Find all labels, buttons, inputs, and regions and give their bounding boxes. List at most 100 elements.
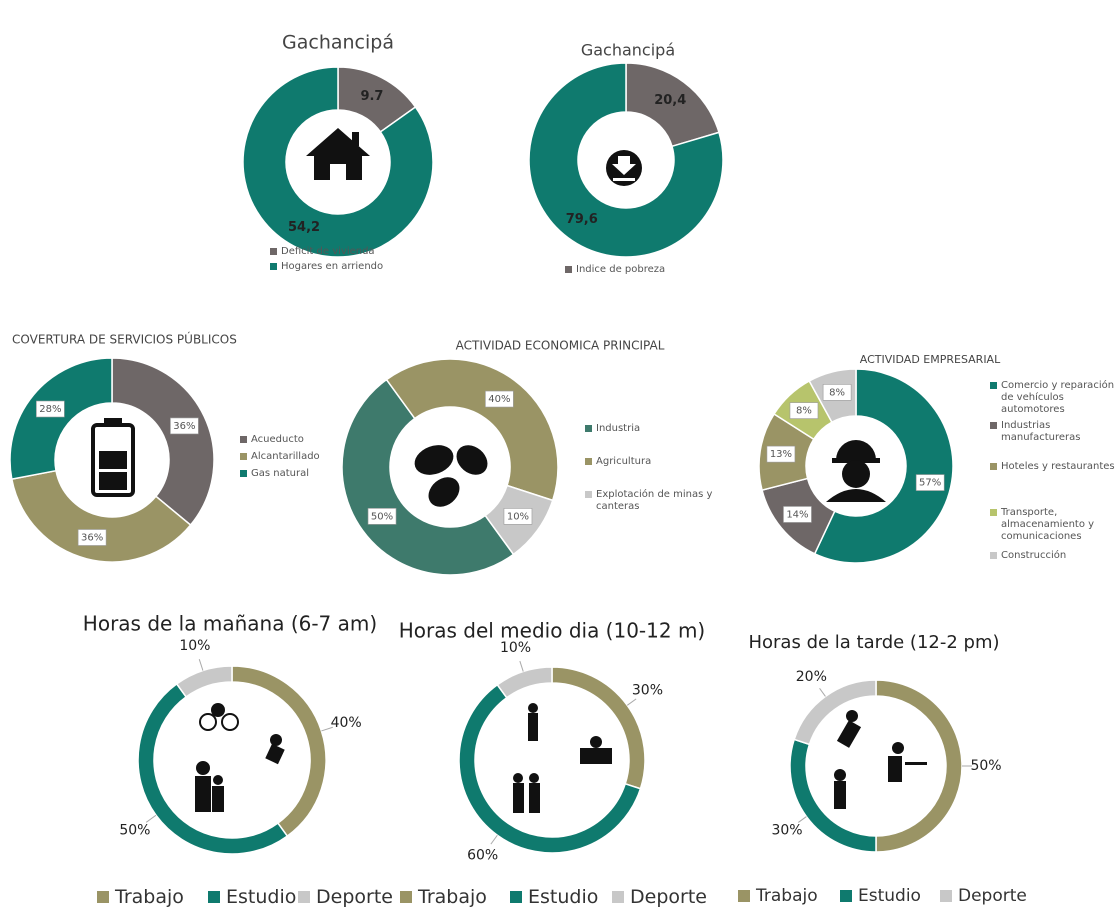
legend-item: Industria: [585, 423, 735, 435]
legend-swatch: [400, 891, 412, 903]
legend-swatch: [240, 436, 247, 443]
legend-swatch: [585, 425, 592, 432]
legend-label: Agricultura: [596, 456, 652, 467]
legend-swatch: [990, 422, 997, 429]
label-box: [367, 508, 397, 525]
legend-swatch: [990, 509, 997, 516]
label-box: [766, 445, 796, 463]
slice: [385, 358, 559, 502]
legend-item: Deporte: [298, 886, 393, 908]
legend-item: Alcantarillado: [240, 451, 350, 463]
value-label: 54,2: [288, 220, 320, 235]
value-label: 36%: [173, 421, 195, 432]
legend-label: Trabajo: [115, 886, 184, 908]
icon-house: [306, 128, 370, 180]
label-box: [783, 506, 812, 523]
label-box: [170, 417, 199, 435]
legend-swatch: [940, 890, 952, 902]
leader-line: [198, 659, 204, 671]
legend-swatch: [585, 491, 592, 498]
legend-swatch: [840, 890, 852, 902]
value-label: 9.7: [360, 89, 383, 104]
legend-label: Indice de pobreza: [576, 264, 666, 275]
legend-label: Deporte: [958, 886, 1027, 906]
value-label: 57%: [919, 478, 941, 489]
value-label: 20,4: [654, 93, 686, 108]
chart-title: COVERTURA DE SERVICIOS PÚBLICOS: [12, 332, 237, 347]
leader-line: [490, 834, 498, 845]
slice: [789, 738, 877, 853]
legend-label: Acueducto: [251, 434, 304, 445]
value-label: 79,6: [566, 212, 598, 227]
value-label: 30%: [632, 683, 663, 699]
legend-swatch: [565, 266, 572, 273]
legend-swatch: [240, 453, 247, 460]
leader-line: [819, 688, 826, 697]
legend-label: Construcción: [1001, 550, 1067, 561]
legend-item: Indice de pobreza: [565, 264, 705, 276]
legend-label: Hoteles y restaurantes: [1001, 461, 1115, 472]
value-label: 50%: [371, 511, 393, 522]
legend-item: Trabajo: [738, 886, 818, 906]
label-box: [36, 400, 65, 418]
slice: [793, 679, 877, 746]
value-label: 20%: [796, 669, 827, 685]
chart-title: Gachancipá: [282, 32, 394, 54]
value-label: 13%: [770, 449, 792, 460]
legend-item: Explotación de minas y canteras: [585, 489, 735, 513]
legend-item: Construcción: [990, 550, 1115, 562]
legend-item: Agricultura: [585, 456, 735, 468]
legend-swatch: [738, 890, 750, 902]
value-label: 28%: [39, 404, 61, 415]
slice: [528, 62, 724, 258]
label-box: [915, 474, 945, 491]
legend-label: Trabajo: [756, 886, 818, 906]
legend-swatch: [585, 458, 592, 465]
chart-title: Horas de la mañana (6-7 am): [83, 612, 377, 636]
legend-item: Transporte, almacenamiento y comunicacio…: [990, 507, 1115, 543]
legend-label: Estudio: [226, 886, 297, 908]
legend-label: Alcantarillado: [251, 451, 320, 462]
value-label: 10%: [500, 640, 531, 656]
legend-item: Deporte: [612, 886, 707, 908]
legend-swatch: [270, 263, 277, 270]
label-box: [485, 390, 514, 408]
label-box: [822, 384, 852, 401]
value-label: 40%: [331, 715, 362, 731]
icon-worker: [826, 440, 886, 502]
legend-item: Gas natural: [240, 468, 350, 480]
legend-swatch: [990, 463, 997, 470]
icon-download: [606, 150, 642, 186]
legend-swatch: [208, 891, 220, 903]
value-label: 50%: [970, 758, 1001, 774]
legend-label: Deficit de vivienda: [281, 246, 375, 257]
legend-item: Hoteles y restaurantes: [990, 461, 1115, 473]
legend-label: Comercio y reparación de vehículos autom…: [1001, 380, 1115, 415]
leader-line: [145, 814, 157, 823]
value-label: 40%: [488, 394, 510, 405]
legend-label: Estudio: [528, 886, 599, 908]
legend-swatch: [298, 891, 310, 903]
leader-line: [519, 660, 524, 672]
legend-label: Industria: [596, 423, 641, 434]
legend-swatch: [270, 248, 277, 255]
legend-item: Estudio: [208, 886, 296, 908]
slice: [175, 665, 233, 698]
chart-title: ACTIVIDAD ECONOMICA PRINCIPAL: [456, 339, 665, 353]
leader-line: [321, 726, 333, 732]
slice: [496, 666, 553, 699]
legend-label: Hogares en arriendo: [281, 261, 384, 272]
legend-label: Explotación de minas y canteras: [596, 489, 713, 512]
slice: [111, 357, 215, 527]
legend-item: Estudio: [510, 886, 598, 908]
legend-label: Industrias manufactureras: [1001, 420, 1081, 443]
slice: [341, 378, 515, 576]
legend-swatch: [510, 891, 522, 903]
legend-label: Deporte: [630, 886, 707, 908]
legend-item: Trabajo: [400, 886, 487, 908]
legend-swatch: [240, 470, 247, 477]
value-label: 10%: [507, 511, 529, 522]
icon-people: [195, 703, 927, 813]
legend-item: Trabajo: [97, 886, 184, 908]
